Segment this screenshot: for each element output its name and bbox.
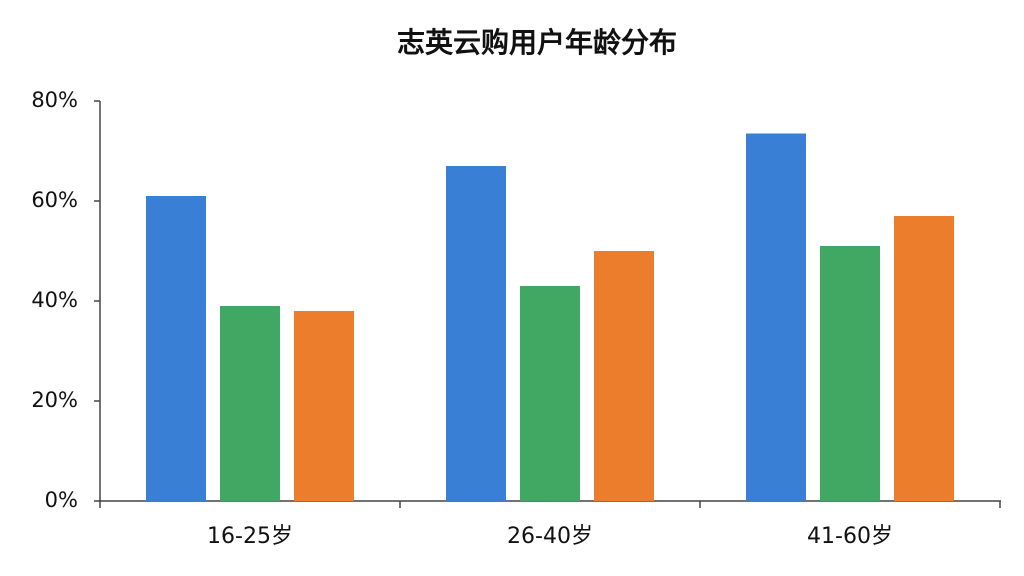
bar	[746, 133, 806, 501]
bar	[220, 306, 280, 501]
y-tick-label: 60%	[31, 188, 78, 212]
y-tick-label: 80%	[31, 88, 78, 112]
x-tick-label: 16-25岁	[207, 524, 293, 549]
bar	[446, 166, 506, 501]
bar	[294, 311, 354, 501]
chart-title: 志英云购用户年龄分布	[397, 26, 677, 59]
bar	[894, 216, 954, 501]
y-tick-label: 0%	[45, 488, 78, 512]
bar	[520, 286, 580, 501]
x-tick-label: 26-40岁	[507, 524, 593, 549]
y-tick-label: 40%	[31, 288, 78, 312]
bar	[820, 246, 880, 501]
x-tick-label: 41-60岁	[807, 524, 893, 549]
y-tick-label: 20%	[31, 388, 78, 412]
bar	[146, 196, 206, 501]
bar	[594, 251, 654, 501]
